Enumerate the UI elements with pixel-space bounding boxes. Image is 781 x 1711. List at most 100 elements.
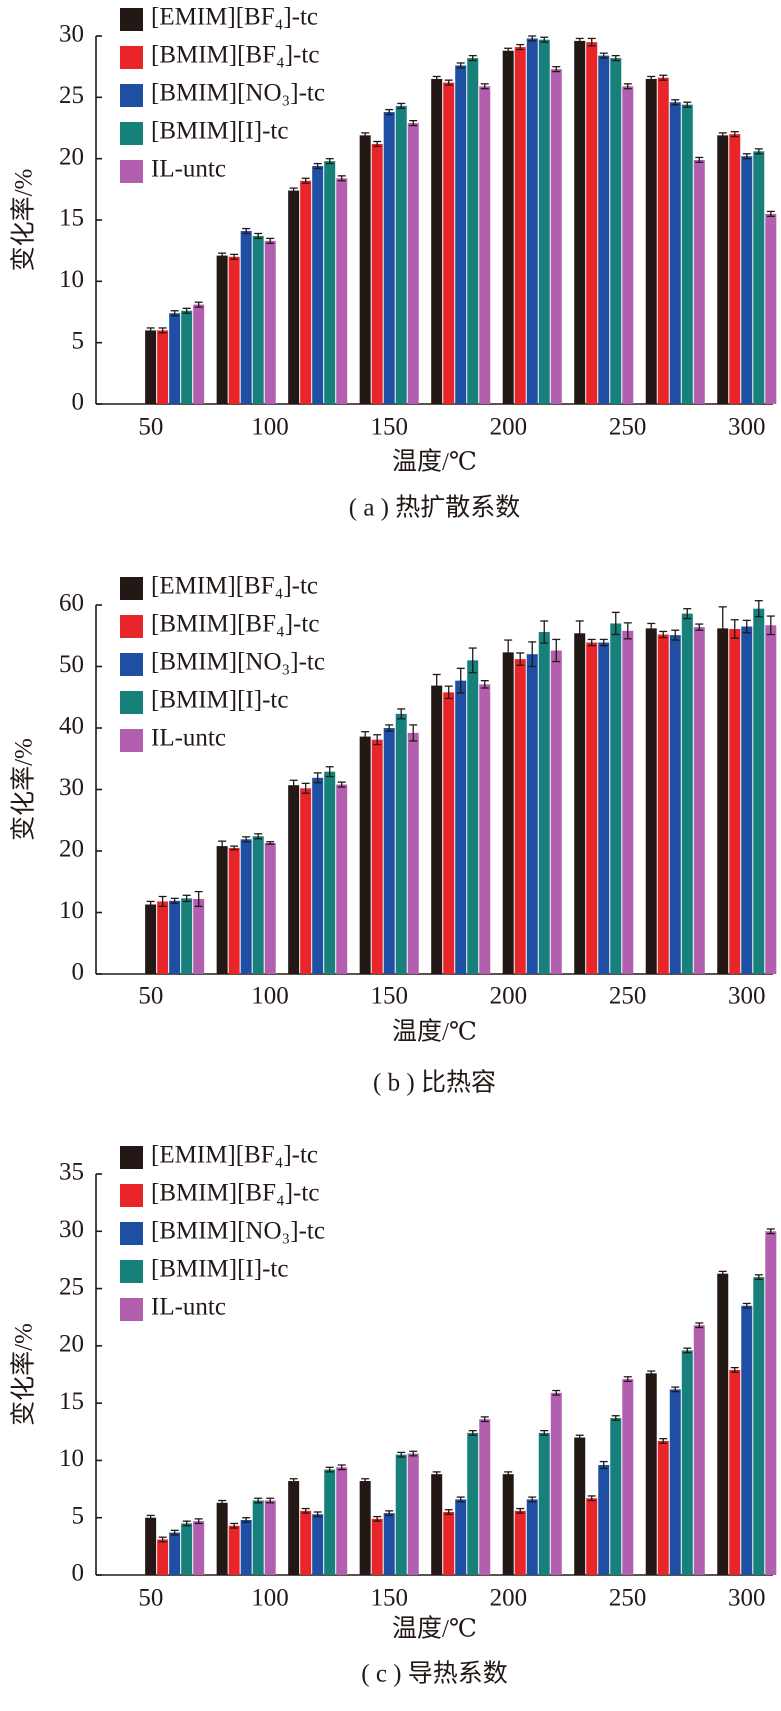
bar xyxy=(765,1231,777,1575)
legend-label: [BMIM][NO₃]-tc xyxy=(151,1218,325,1245)
bar xyxy=(467,1432,479,1575)
bar xyxy=(157,330,169,404)
legend-swatch xyxy=(120,1222,143,1245)
error-bar xyxy=(647,622,656,634)
chart-title: ( b ) 比热容 xyxy=(373,1069,496,1097)
bar xyxy=(574,40,586,404)
error-bar xyxy=(242,227,251,235)
error-bar xyxy=(766,1228,775,1235)
error-bar xyxy=(516,1507,525,1514)
y-tick-label: 10 xyxy=(59,897,84,924)
legend-swatch xyxy=(120,1298,143,1321)
error-bar xyxy=(146,327,155,334)
bar xyxy=(645,1373,657,1575)
bar xyxy=(264,1500,276,1575)
error-bar xyxy=(456,62,465,69)
bar xyxy=(467,58,479,404)
x-tick-label: 100 xyxy=(251,414,289,441)
bar xyxy=(669,102,681,405)
y-tick-label: 50 xyxy=(59,651,84,678)
bar xyxy=(145,1517,157,1575)
bar xyxy=(395,1454,407,1575)
error-bar xyxy=(754,600,763,618)
bar xyxy=(693,159,705,404)
error-bar xyxy=(599,638,608,647)
error-bar xyxy=(480,83,489,90)
y-tick-label: 10 xyxy=(59,266,84,293)
error-bar xyxy=(742,153,751,160)
y-tick-label: 15 xyxy=(59,205,84,232)
legend-swatch xyxy=(120,160,143,183)
error-bar xyxy=(504,1471,513,1478)
error-bar xyxy=(730,1366,739,1373)
error-bar xyxy=(695,1322,704,1329)
error-bar xyxy=(575,1434,584,1441)
bar xyxy=(288,1481,300,1575)
bar xyxy=(431,685,443,974)
error-bar xyxy=(623,1376,632,1383)
bar xyxy=(324,771,336,974)
error-bar xyxy=(385,108,394,116)
bar xyxy=(467,660,479,974)
bar xyxy=(264,240,276,404)
error-bar xyxy=(289,187,298,194)
error-bar xyxy=(432,1471,441,1478)
y-tick-label: 60 xyxy=(59,590,84,617)
error-bar xyxy=(254,833,263,840)
error-bar xyxy=(575,620,584,647)
error-bar xyxy=(683,608,692,620)
y-axis-label: 变化率/% xyxy=(10,1323,38,1426)
legend-label: [EMIM][BF₄]-tc xyxy=(151,573,318,600)
legend-swatch xyxy=(120,1146,143,1169)
error-bar xyxy=(337,175,346,182)
error-bar xyxy=(266,1497,275,1504)
legend-label: [EMIM][BF₄]-tc xyxy=(151,1142,318,1169)
bar xyxy=(443,82,455,404)
bar xyxy=(324,161,336,404)
error-bar xyxy=(385,724,394,732)
error-bar xyxy=(361,1478,370,1484)
error-bar xyxy=(456,667,465,694)
error-bar xyxy=(337,1464,346,1471)
x-tick-label: 300 xyxy=(728,414,766,441)
bar xyxy=(610,1418,622,1575)
error-bar xyxy=(146,900,155,909)
bar xyxy=(181,1523,193,1575)
bar xyxy=(502,1474,514,1575)
error-bar xyxy=(611,611,620,636)
bar xyxy=(717,135,729,405)
x-tick-label: 150 xyxy=(370,414,408,441)
bar xyxy=(502,50,514,404)
error-bar xyxy=(313,772,322,784)
bar xyxy=(586,42,598,405)
legend-label: [BMIM][I]-tc xyxy=(151,1256,288,1283)
bar xyxy=(538,39,550,405)
legend-label: [BMIM][NO₃]-tc xyxy=(151,80,325,107)
y-tick-label: 40 xyxy=(59,713,84,740)
bar xyxy=(550,69,562,405)
bar xyxy=(359,135,371,405)
legend-swatch xyxy=(120,691,143,714)
error-bar xyxy=(444,685,453,700)
error-bar xyxy=(170,310,179,317)
bar xyxy=(622,630,634,974)
bar xyxy=(598,1465,610,1575)
error-bar xyxy=(683,101,692,108)
error-bar xyxy=(337,781,346,788)
bar xyxy=(228,847,240,974)
error-bar xyxy=(289,1478,298,1484)
chart-title: ( c ) 导热系数 xyxy=(361,1660,508,1688)
y-axis-label: 变化率/% xyxy=(10,169,38,272)
error-bar xyxy=(432,75,441,83)
x-tick-label: 150 xyxy=(370,1585,408,1612)
bar xyxy=(395,713,407,974)
bar xyxy=(431,78,443,404)
bar xyxy=(514,47,526,404)
bar xyxy=(514,1510,526,1575)
bar xyxy=(228,1525,240,1575)
bar xyxy=(657,634,669,974)
error-bar xyxy=(194,1518,203,1525)
error-bar xyxy=(659,74,668,81)
x-tick-label: 200 xyxy=(490,414,528,441)
error-bar xyxy=(516,43,525,51)
